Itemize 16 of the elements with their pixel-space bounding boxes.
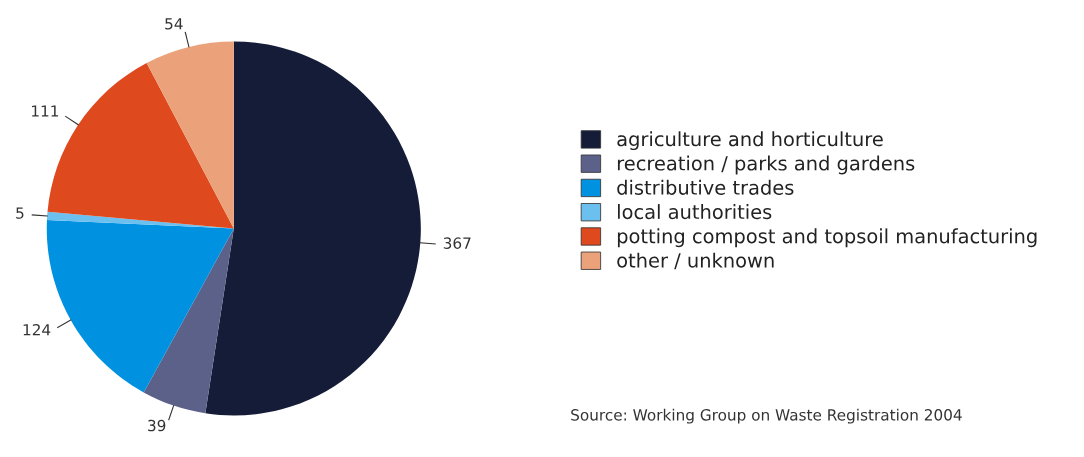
legend-label: distributive trades [617,179,794,195]
pie-slice [146,41,234,229]
pie-slice [205,41,421,416]
pie-slice [143,228,234,414]
data-label: 5 [16,207,24,219]
data-label: 111 [32,105,59,117]
legend-label: local authorities [618,204,772,220]
data-label: 39 [148,419,166,432]
legend-label: potting compost and topsoil manufacturing [617,228,1037,248]
source-note: Source: Working Group on Waste Registration 2004 [571,408,962,424]
legend-label: other / unknown [617,252,774,270]
data-label: 367 [443,237,471,249]
legend-label: agriculture and horticulture [617,131,883,151]
data-label: 124 [23,323,51,336]
data-label: 54 [165,18,183,30]
legend-label: recreation / parks and gardens [617,155,915,175]
